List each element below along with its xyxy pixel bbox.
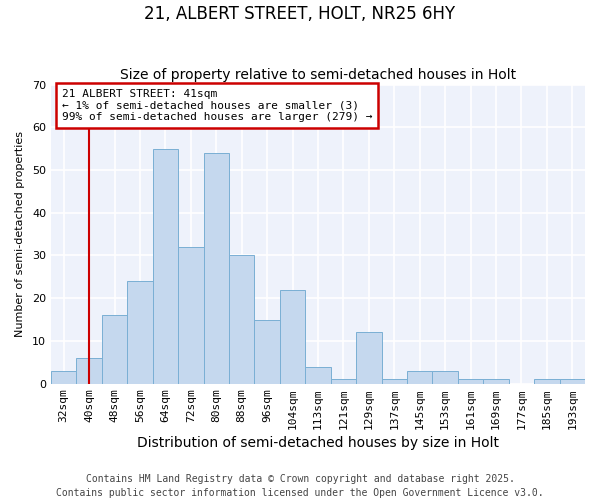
Bar (331, 380, 356, 384)
Bar (254, 320, 280, 384)
Bar (407, 371, 433, 384)
Text: 21 ALBERT STREET: 41sqm
← 1% of semi-detached houses are smaller (3)
99% of semi: 21 ALBERT STREET: 41sqm ← 1% of semi-det… (62, 89, 372, 122)
Bar (127, 281, 152, 384)
Bar (534, 380, 560, 384)
Bar (305, 366, 331, 384)
Bar (458, 380, 483, 384)
Bar (51, 371, 76, 384)
Bar (356, 332, 382, 384)
Bar (203, 153, 229, 384)
Bar (483, 380, 509, 384)
Y-axis label: Number of semi-detached properties: Number of semi-detached properties (15, 131, 25, 337)
Bar (280, 290, 305, 384)
Bar (102, 316, 127, 384)
Text: 21, ALBERT STREET, HOLT, NR25 6HY: 21, ALBERT STREET, HOLT, NR25 6HY (145, 5, 455, 23)
Bar (560, 380, 585, 384)
Bar (76, 358, 102, 384)
Bar (229, 256, 254, 384)
Text: Contains HM Land Registry data © Crown copyright and database right 2025.
Contai: Contains HM Land Registry data © Crown c… (56, 474, 544, 498)
Bar (152, 148, 178, 384)
Bar (433, 371, 458, 384)
Title: Size of property relative to semi-detached houses in Holt: Size of property relative to semi-detach… (120, 68, 516, 82)
Bar (382, 380, 407, 384)
X-axis label: Distribution of semi-detached houses by size in Holt: Distribution of semi-detached houses by … (137, 436, 499, 450)
Bar (178, 247, 203, 384)
